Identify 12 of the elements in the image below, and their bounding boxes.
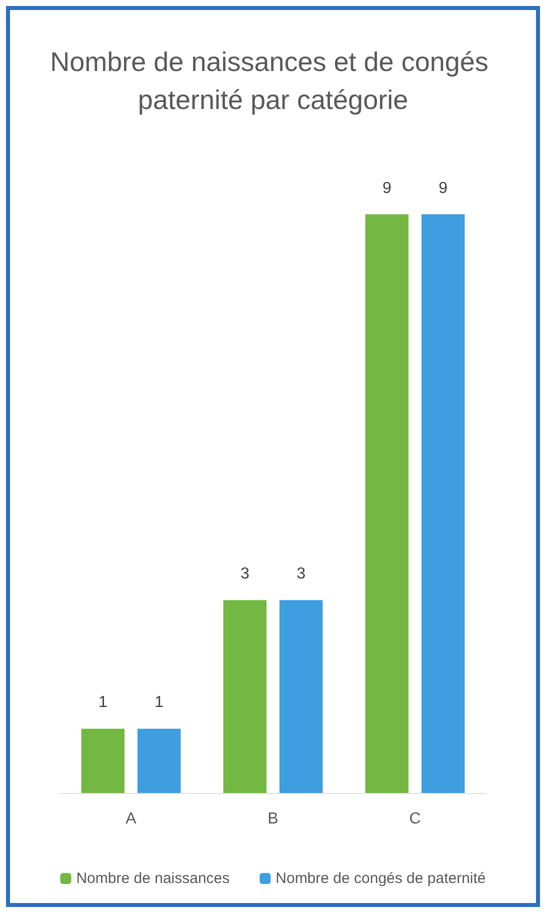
data-label: 1 bbox=[98, 694, 108, 712]
data-label: 3 bbox=[240, 566, 250, 583]
chart-title: Nombre de naissances et de congés paternité par catégorie bbox=[50, 47, 496, 115]
legend-label: Nombre de naissances bbox=[76, 870, 230, 887]
legend-label: Nombre de congés de paternité bbox=[276, 870, 486, 887]
x-tick-label: C bbox=[409, 810, 421, 828]
data-label: 9 bbox=[382, 180, 392, 197]
x-tick-label: B bbox=[268, 810, 278, 828]
x-tick-label: A bbox=[126, 810, 137, 828]
data-label: 9 bbox=[438, 180, 448, 197]
data-label: 3 bbox=[296, 566, 306, 583]
data-label: 1 bbox=[154, 694, 164, 712]
